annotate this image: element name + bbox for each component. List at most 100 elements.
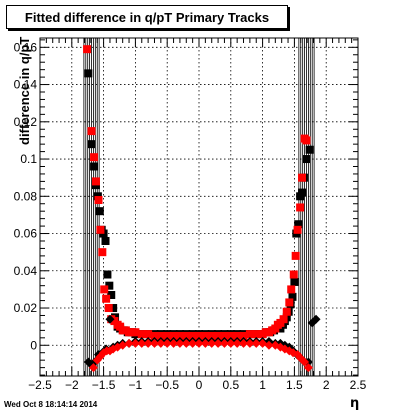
data-point-diamond-s3 <box>169 338 179 348</box>
data-point-diamond-s3 <box>181 338 191 348</box>
data-point-diamond-s3 <box>143 338 153 348</box>
data-point-diamond-s3 <box>188 338 198 348</box>
data-point-square-s1 <box>195 331 203 340</box>
data-point-square-s1 <box>169 331 178 340</box>
data-point-square-s1 <box>163 331 172 340</box>
data-point-square-s1 <box>131 328 140 337</box>
y-tick-label: 0.14 <box>14 78 38 92</box>
y-tick-label: 0 <box>30 338 37 352</box>
y-axis-label: difference in q/pT <box>17 36 32 145</box>
x-tick-label: 1.5 <box>286 378 303 392</box>
data-point-square-s1 <box>175 331 184 340</box>
x-tick-label: −1.5 <box>92 378 116 392</box>
data-point-square-s1 <box>104 304 113 313</box>
data-point-diamond-s3 <box>207 338 217 348</box>
data-point-square-s1 <box>282 307 291 316</box>
x-tick-label: −0.5 <box>155 378 179 392</box>
data-point-diamond-s3 <box>219 338 229 348</box>
data-point-square-s0 <box>103 270 112 279</box>
data-point-square-s1 <box>201 331 210 340</box>
data-point-diamond-s3 <box>303 363 313 373</box>
data-point-diamond-s3 <box>232 338 242 348</box>
data-point-square-s1 <box>150 331 159 340</box>
data-point-square-s1 <box>96 225 105 234</box>
data-point-square-s1 <box>207 331 216 340</box>
data-point-diamond-s3 <box>137 338 147 348</box>
data-point-square-s0 <box>105 281 114 290</box>
data-point-square-s0 <box>107 290 116 299</box>
data-point-square-s1 <box>83 45 92 54</box>
y-tick-label: 0.16 <box>14 40 38 54</box>
data-point-square-s1 <box>156 331 165 340</box>
data-point-square-s0 <box>294 220 303 229</box>
data-point-diamond-s3 <box>175 338 185 348</box>
data-point-square-s1 <box>298 173 307 182</box>
data-point-square-s1 <box>239 331 248 340</box>
timestamp-footer: Wed Oct 8 18:14:14 2014 <box>4 400 98 409</box>
data-point-square-s1 <box>90 153 99 162</box>
data-point-square-s1 <box>226 331 235 340</box>
data-point-square-s1 <box>188 331 197 340</box>
data-point-square-s0 <box>288 292 297 301</box>
data-point-square-s1 <box>285 298 294 307</box>
y-tick-label: 0.02 <box>14 301 38 315</box>
data-point-square-s1 <box>182 331 191 340</box>
data-point-diamond-s3 <box>130 338 140 348</box>
data-point-square-s1 <box>302 136 311 145</box>
y-tick-label: 0.1 <box>20 152 37 166</box>
x-tick-label: −1 <box>129 378 143 392</box>
data-point-diamond-s3 <box>245 338 255 348</box>
data-point-square-s1 <box>102 294 111 303</box>
data-point-square-s1 <box>214 331 223 340</box>
data-point-square-s1 <box>220 331 229 340</box>
data-point-diamond-s3 <box>264 340 274 350</box>
data-point-square-s0 <box>87 140 96 149</box>
data-point-diamond-s3 <box>226 338 236 348</box>
data-point-square-s1 <box>137 330 146 339</box>
data-point-square-s0 <box>109 304 118 313</box>
data-point-square-s1 <box>252 330 261 339</box>
data-point-square-s1 <box>245 330 254 339</box>
data-point-diamond-s2 <box>311 314 321 324</box>
data-point-square-s1 <box>279 315 288 324</box>
chart-title-box: Fitted difference in q/pT Primary Tracks <box>6 5 288 29</box>
data-point-square-s1 <box>87 127 96 136</box>
data-point-square-s1 <box>293 225 302 234</box>
data-point-diamond-s3 <box>156 338 166 348</box>
data-point-diamond-s3 <box>200 338 210 348</box>
data-point-diamond-s3 <box>162 338 172 348</box>
x-tick-label: 2.5 <box>350 378 367 392</box>
data-point-diamond-s2 <box>105 314 115 324</box>
x-tick-label: −2 <box>65 378 79 392</box>
x-tick-label: 1 <box>259 378 266 392</box>
data-point-diamond-s3 <box>239 338 249 348</box>
data-point-diamond-s3 <box>300 357 310 367</box>
data-point-square-s0 <box>90 162 99 171</box>
x-axis-label: η <box>350 396 360 411</box>
data-point-diamond-s3 <box>251 338 261 348</box>
data-point-square-s1 <box>94 196 103 205</box>
data-point-square-s1 <box>287 285 296 294</box>
x-tick-label: 2 <box>323 378 330 392</box>
data-point-square-s0 <box>302 155 311 164</box>
y-tick-label: 0.08 <box>14 189 38 203</box>
data-point-square-s1 <box>233 331 242 340</box>
data-point-square-s0 <box>298 188 307 197</box>
data-point-square-s1 <box>291 251 300 260</box>
y-tick-label: 0.12 <box>14 115 38 129</box>
data-point-square-s1 <box>100 285 109 294</box>
x-tick-label: −2.5 <box>28 378 52 392</box>
data-point-square-s1 <box>98 248 107 257</box>
data-point-square-s0 <box>290 277 299 286</box>
x-tick-label: 0 <box>196 378 203 392</box>
data-point-diamond-s3 <box>213 338 223 348</box>
chart-title: Fitted difference in q/pT Primary Tracks <box>24 9 270 25</box>
data-point-diamond-s3 <box>149 338 159 348</box>
y-tick-label: 0.06 <box>14 227 38 241</box>
data-point-square-s1 <box>91 177 100 186</box>
data-point-square-s0 <box>84 69 93 78</box>
x-tick-label: 0.5 <box>222 378 239 392</box>
data-point-square-s1 <box>144 330 153 339</box>
